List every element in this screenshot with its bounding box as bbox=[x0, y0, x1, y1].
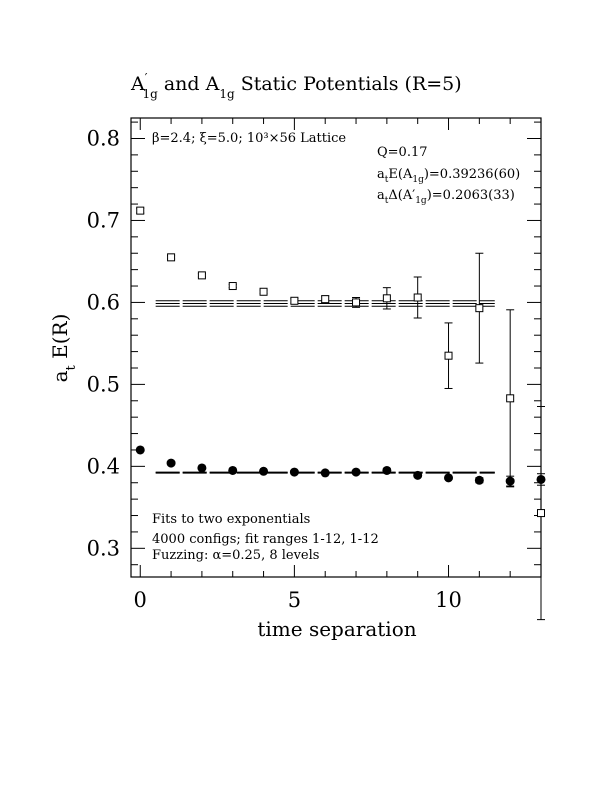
circle-point bbox=[351, 467, 361, 477]
y-tick-labels: 0.3 0.4 0.5 0.6 0.7 0.8 bbox=[87, 126, 120, 560]
y-tick-label: 0.8 bbox=[87, 126, 120, 150]
x-tick-labels: 0 5 10 bbox=[134, 588, 462, 612]
square-point bbox=[259, 287, 268, 296]
circle-point bbox=[289, 467, 299, 477]
data-series bbox=[135, 206, 546, 621]
configs-annotation: 4000 configs; fit ranges 1-12, 1-12 bbox=[152, 532, 379, 547]
circle-point bbox=[505, 476, 515, 486]
square-point bbox=[537, 509, 545, 518]
x-axis-label: time separation bbox=[257, 617, 416, 641]
circle-point bbox=[413, 470, 423, 480]
x-tick-label: 0 bbox=[134, 588, 147, 612]
square-point bbox=[290, 296, 299, 305]
delta-annotation: atΔ(A′1g)=0.2063(33) bbox=[377, 188, 515, 206]
y-tick-label: 0.3 bbox=[87, 536, 120, 560]
square-point bbox=[413, 293, 422, 302]
square-point bbox=[321, 295, 330, 304]
y-axis-label: at E(R) bbox=[48, 314, 79, 383]
fuzzing-annotation: Fuzzing: α=0.25, 8 levels bbox=[152, 548, 319, 563]
square-point bbox=[506, 394, 515, 403]
axis-ticks bbox=[131, 118, 542, 577]
chart-title: A′ 1g and A1g Static Potentials (R=5) bbox=[130, 71, 462, 101]
circle-point bbox=[474, 475, 484, 485]
plot-border bbox=[130, 117, 542, 578]
x-tick-label: 10 bbox=[435, 588, 462, 612]
circle-point bbox=[228, 465, 238, 475]
square-point bbox=[167, 253, 176, 262]
square-point bbox=[352, 298, 361, 307]
y-tick-label: 0.6 bbox=[87, 290, 120, 314]
circle-point bbox=[259, 466, 269, 476]
lattice-annotation: β=2.4; ξ=5.0; 10³×56 Lattice bbox=[152, 131, 346, 146]
square-point bbox=[475, 304, 484, 313]
circle-point bbox=[166, 458, 176, 468]
fits-annotation: Fits to two exponentials bbox=[152, 512, 310, 527]
y-tick-label: 0.7 bbox=[87, 208, 120, 232]
circle-point bbox=[444, 473, 454, 483]
circle-point bbox=[135, 445, 145, 455]
circle-point bbox=[197, 463, 207, 473]
square-point bbox=[382, 294, 391, 303]
q-annotation: Q=0.17 bbox=[377, 145, 428, 160]
square-point bbox=[136, 206, 145, 215]
square-point bbox=[197, 271, 206, 280]
square-point bbox=[444, 351, 453, 360]
circle-point bbox=[382, 465, 392, 475]
square-point bbox=[228, 282, 237, 291]
fit-bands bbox=[155, 300, 495, 474]
circle-point bbox=[536, 474, 546, 484]
y-tick-label: 0.5 bbox=[87, 372, 120, 396]
energy-annotation: atE(A1g)=0.39236(60) bbox=[377, 167, 520, 185]
circle-point bbox=[320, 468, 330, 478]
x-tick-label: 5 bbox=[288, 588, 301, 612]
y-tick-label: 0.4 bbox=[87, 454, 120, 478]
plot-frame bbox=[130, 117, 542, 578]
